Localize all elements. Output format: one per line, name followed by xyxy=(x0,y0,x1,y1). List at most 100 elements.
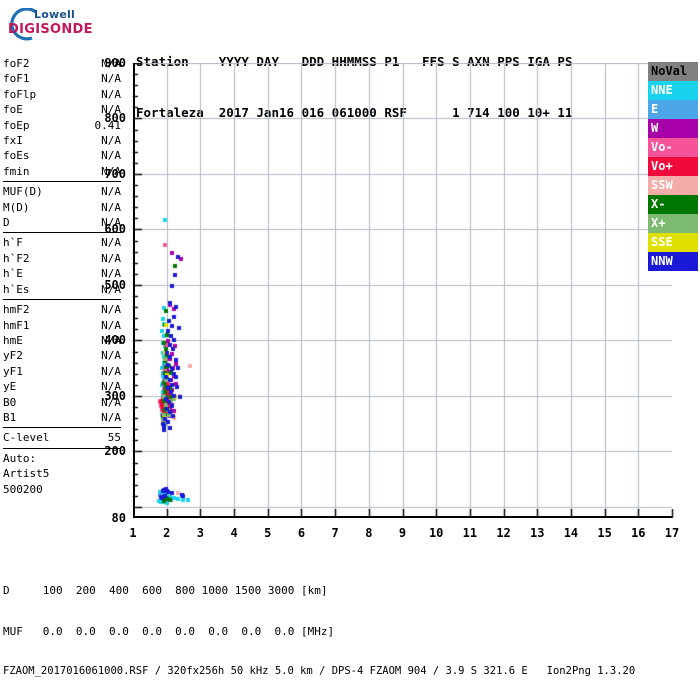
legend-item-sse[interactable]: SSE xyxy=(648,233,698,252)
x-tick-label: 11 xyxy=(462,526,478,540)
param-row: C-level 55 xyxy=(3,430,121,445)
param-key: fmin xyxy=(3,164,30,178)
param-key: MUF(D) xyxy=(3,185,43,199)
param-key: yF1 xyxy=(3,364,23,378)
legend-item-x-[interactable]: X- xyxy=(648,195,698,214)
legend-item-ssw[interactable]: SSW xyxy=(648,176,698,195)
param-value: N/A xyxy=(101,134,121,148)
x-tick-label: 3 xyxy=(196,526,204,540)
param-divider xyxy=(3,299,121,301)
param-key: yF2 xyxy=(3,349,23,363)
param-key: foF2 xyxy=(3,57,30,70)
y-tick-label: 500 xyxy=(104,277,126,292)
param-row: B1 N/A xyxy=(3,410,121,425)
legend-item-noval[interactable]: NoVal xyxy=(648,62,698,81)
param-row: M(D) N/A xyxy=(3,200,121,215)
param-key: hmE xyxy=(3,333,23,347)
param-row: yE N/A xyxy=(3,379,121,394)
param-key: hmF1 xyxy=(3,318,30,332)
param-value: N/A xyxy=(101,333,121,347)
param-row: MUF(D) N/A xyxy=(3,184,121,199)
x-tick-label: 17 xyxy=(664,526,680,540)
param-auto-label: Auto: xyxy=(3,451,37,465)
param-key: B1 xyxy=(3,410,17,424)
param-value: N/A xyxy=(101,267,121,281)
param-row: hmE N/A xyxy=(3,333,121,348)
param-row: h`Es N/A xyxy=(3,282,121,297)
y-axis-tickmarks xyxy=(132,63,146,522)
logo-lowell-text: Lowell xyxy=(34,8,75,21)
footer-muf-row: MUF 0.0 0.0 0.0 0.0 0.0 0.0 0.0 0.0 [MHz… xyxy=(3,624,335,638)
x-tick-label: 6 xyxy=(297,526,306,540)
legend-item-e[interactable]: E xyxy=(648,100,698,119)
param-key: fxI xyxy=(3,134,23,148)
param-row: fxI N/A xyxy=(3,133,121,148)
param-value: N/A xyxy=(101,251,121,265)
param-value: N/A xyxy=(101,87,121,101)
ionogram-plot[interactable]: 80 200 300 400 500 600 700 800 900 1 2 3 4 5 6 7 8 9 10 11… xyxy=(104,56,679,540)
param-row: fmin N/A xyxy=(3,164,121,179)
x-tick-label: 9 xyxy=(398,526,407,540)
x-tick-label: 2 xyxy=(163,526,171,540)
y-tick-label: 80 xyxy=(111,511,126,525)
lowell-digisonde-logo: Lowell DIGISONDE xyxy=(6,6,116,48)
param-value: 55 xyxy=(107,431,121,445)
footer-file-row: FZAOM_2017016061000.RSF / 320fx256h 50 k… xyxy=(3,665,636,677)
param-value: N/A xyxy=(101,149,121,163)
x-tick-label: 10 xyxy=(428,526,444,540)
param-row: yF1 N/A xyxy=(3,364,121,379)
param-value: N/A xyxy=(101,103,121,117)
param-key: foFlp xyxy=(3,87,37,101)
param-row: foF1 N/A xyxy=(3,71,121,86)
y-tick-label: 400 xyxy=(104,333,126,348)
logo-arc-icon xyxy=(10,8,37,41)
param-value: N/A xyxy=(101,185,121,199)
param-row: foEs N/A xyxy=(3,148,121,163)
param-value: N/A xyxy=(101,200,121,214)
legend-item-nne[interactable]: NNE xyxy=(648,81,698,100)
param-key: h`F2 xyxy=(3,251,30,265)
param-key: foF1 xyxy=(3,72,30,86)
param-key: D xyxy=(3,216,10,230)
y-tick-label: 700 xyxy=(104,166,126,181)
x-tick-label: 16 xyxy=(631,526,646,540)
param-value: N/A xyxy=(101,282,121,296)
param-value: N/A xyxy=(101,236,121,250)
y-tick-label: 600 xyxy=(104,222,126,237)
y-tick-label: 300 xyxy=(104,388,126,403)
param-value: N/A xyxy=(101,164,121,178)
param-value: N/A xyxy=(101,380,121,394)
legend-item-vo-[interactable]: Vo- xyxy=(648,138,698,157)
param-key: foE xyxy=(3,103,23,117)
x-tick-label: 7 xyxy=(331,526,339,540)
x-tick-label: 15 xyxy=(597,526,612,540)
param-value: N/A xyxy=(101,303,121,317)
param-row: foEp 0.41 xyxy=(3,118,121,133)
x-tick-label: 13 xyxy=(530,526,545,540)
param-value: N/A xyxy=(101,318,121,332)
x-tick-label: 1 xyxy=(129,526,137,540)
param-row: B0 N/A xyxy=(3,395,121,410)
param-key: h`Es xyxy=(3,282,30,296)
param-key: foEp xyxy=(3,118,30,132)
param-row: h`E N/A xyxy=(3,266,121,281)
polarization-legend: NoVal NNE E W Vo- Vo+ SSW X- X+ SSE NNW xyxy=(648,62,698,271)
echo-scatter-data xyxy=(133,63,672,518)
param-value: N/A xyxy=(101,364,121,378)
param-key: M(D) xyxy=(3,200,30,214)
legend-item-w[interactable]: W xyxy=(648,119,698,138)
legend-item-nnw[interactable]: NNW xyxy=(648,252,698,271)
param-divider xyxy=(3,427,121,429)
legend-item-x-[interactable]: X+ xyxy=(648,214,698,233)
param-row: foFlp N/A xyxy=(3,87,121,102)
param-value: N/A xyxy=(101,216,121,230)
x-tick-label: 5 xyxy=(264,526,272,540)
y-tick-label: 900 xyxy=(104,56,126,70)
param-row: h`F N/A xyxy=(3,235,121,250)
x-axis-tickmarks xyxy=(133,509,676,523)
legend-item-vo-[interactable]: Vo+ xyxy=(648,157,698,176)
x-tick-label: 12 xyxy=(496,526,511,540)
param-value: N/A xyxy=(101,72,121,86)
footer-info: D 100 200 400 600 800 1000 1500 3000 [km… xyxy=(3,557,635,692)
param-divider xyxy=(3,232,121,234)
